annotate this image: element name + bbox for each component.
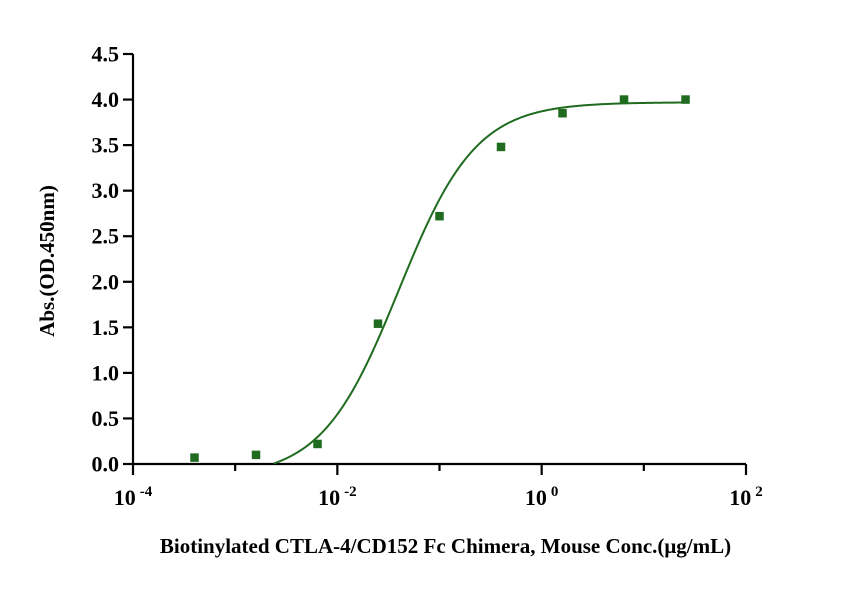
x-tick-label: 10 -2	[318, 484, 357, 510]
data-point	[373, 319, 383, 328]
y-tick-label: 1.0	[92, 360, 120, 385]
y-tick-label: 4.0	[92, 87, 120, 112]
y-tick-label: 4.5	[92, 42, 120, 67]
data-point	[313, 439, 322, 449]
y-tick-label: 2.5	[92, 224, 120, 249]
data-point	[496, 142, 506, 152]
x-tick-label: 10 2	[729, 484, 763, 510]
x-tick-label-exponent: -2	[344, 484, 357, 500]
axes	[131, 54, 746, 466]
x-tick-label: 10 -4	[114, 484, 153, 510]
y-tick-label: 1.5	[92, 315, 120, 340]
x-tick-label: 10 0	[525, 484, 559, 510]
data-point	[619, 95, 629, 104]
x-axis-ticks: 10 -4 10 -2 10 0 10 2	[114, 464, 763, 510]
y-axis-ticks: 0.0 0.5 1.0 1.5 2.0 2.5 3.0 3.5 4.0 4.5	[92, 42, 133, 477]
x-tick-label-base: 10	[729, 485, 751, 510]
x-tick-label-base: 10	[114, 485, 136, 510]
x-tick-label-exponent: -4	[140, 484, 153, 500]
x-tick-label-exponent: 0	[551, 484, 559, 500]
data-point	[435, 211, 444, 221]
x-tick-label-base: 10	[525, 485, 547, 510]
y-tick-label: 3.0	[92, 178, 120, 203]
x-tick-label-exponent: 2	[755, 484, 763, 500]
data-point	[681, 95, 690, 104]
fit-curve	[273, 101, 686, 465]
x-tick-label-base: 10	[318, 485, 340, 510]
x-axis-title: Biotinylated CTLA-4/CD152 Fc Chimera, Mo…	[160, 534, 731, 558]
y-tick-label: 0.5	[92, 406, 120, 431]
data-point	[190, 453, 199, 462]
data-points	[190, 95, 690, 462]
y-axis-title: Abs.(OD.450nm)	[35, 185, 59, 337]
data-point	[251, 450, 261, 460]
y-tick-label: 2.0	[92, 269, 120, 294]
y-tick-label: 3.5	[92, 133, 120, 158]
y-tick-label: 0.0	[92, 452, 120, 477]
data-point	[558, 108, 567, 118]
